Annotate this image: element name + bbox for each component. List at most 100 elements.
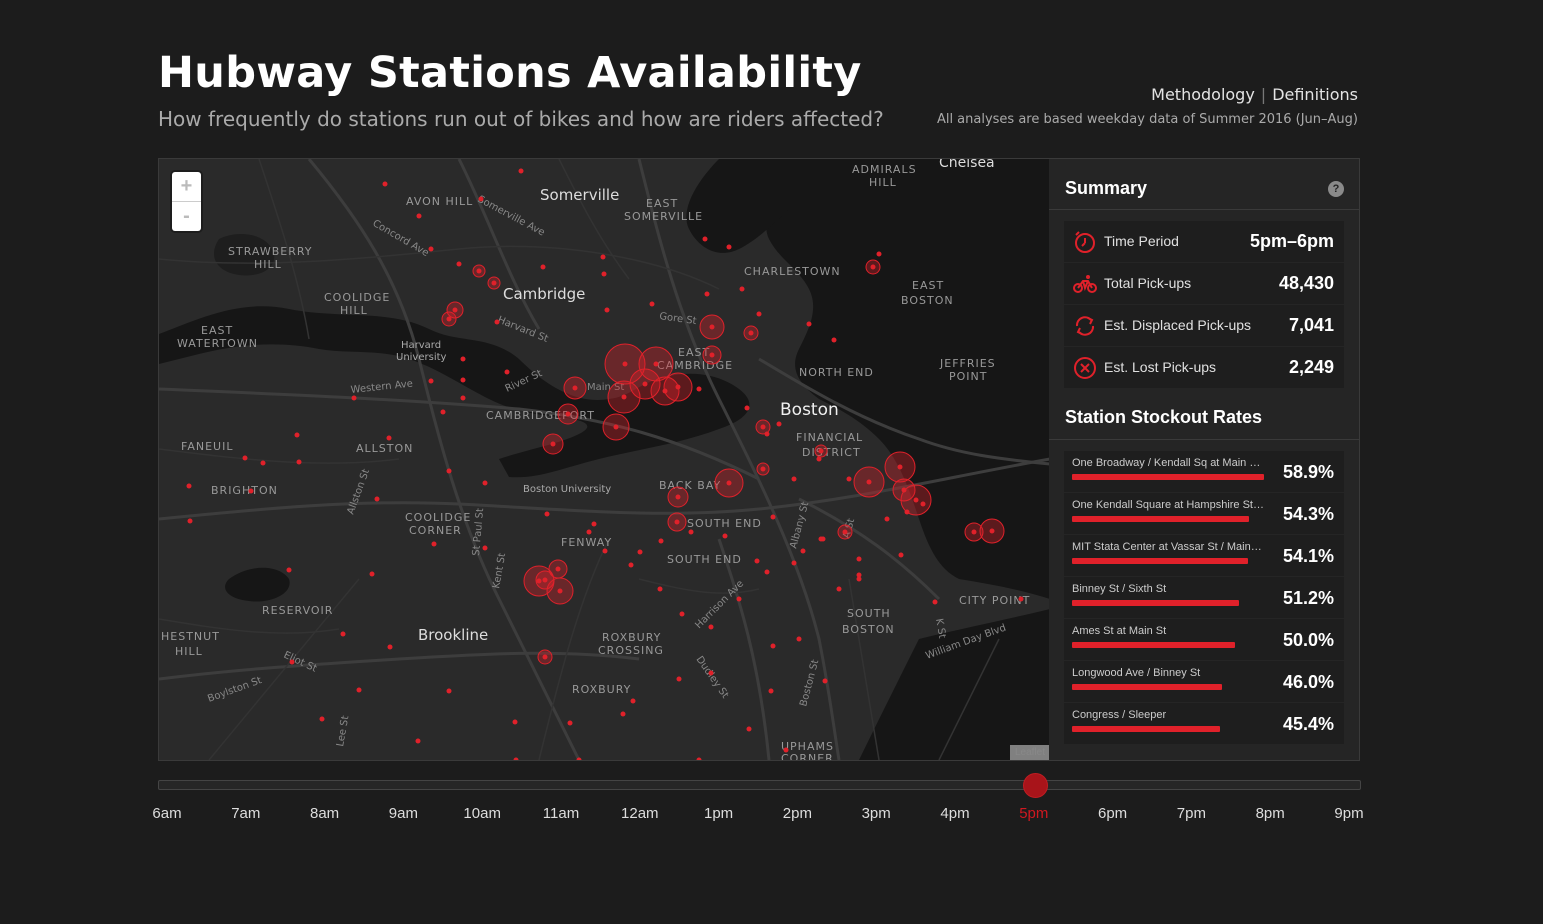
time-tick-1pm[interactable]: 1pm bbox=[704, 805, 734, 822]
station-dot[interactable] bbox=[386, 435, 392, 441]
stockout-row[interactable]: One Broadway / Kendall Sq at Main St / 3… bbox=[1064, 451, 1344, 492]
station-dot[interactable] bbox=[748, 330, 754, 336]
station-dot[interactable] bbox=[722, 533, 728, 539]
station-dot[interactable] bbox=[901, 487, 907, 493]
station-dot[interactable] bbox=[776, 421, 782, 427]
station-dot[interactable] bbox=[971, 529, 977, 535]
station-markers[interactable] bbox=[186, 168, 1024, 761]
station-dot[interactable] bbox=[904, 509, 910, 515]
station-dot[interactable] bbox=[289, 659, 295, 665]
station-dot[interactable] bbox=[820, 536, 826, 542]
station-dot[interactable] bbox=[920, 501, 926, 507]
station-dot[interactable] bbox=[898, 552, 904, 558]
station-dot[interactable] bbox=[369, 571, 375, 577]
station-dot[interactable] bbox=[674, 519, 680, 525]
map-attribution[interactable]: Leaflet bbox=[1009, 745, 1050, 760]
station-dot[interactable] bbox=[356, 687, 362, 693]
station-dot[interactable] bbox=[688, 529, 694, 535]
station-dot[interactable] bbox=[452, 307, 458, 313]
station-dot[interactable] bbox=[630, 698, 636, 704]
station-dot[interactable] bbox=[1018, 596, 1024, 602]
time-tick-8am[interactable]: 8am bbox=[310, 805, 340, 822]
stockout-row[interactable]: One Kendall Square at Hampshire St / Por… bbox=[1064, 493, 1344, 534]
time-tick-11am[interactable]: 11am bbox=[542, 805, 580, 822]
station-dot[interactable] bbox=[621, 394, 627, 400]
station-dot[interactable] bbox=[319, 716, 325, 722]
station-dot[interactable] bbox=[676, 676, 682, 682]
station-dot[interactable] bbox=[696, 757, 702, 761]
station-dot[interactable] bbox=[513, 757, 519, 761]
station-dot[interactable] bbox=[542, 577, 548, 583]
station-dot[interactable] bbox=[704, 291, 710, 297]
station-dot[interactable] bbox=[846, 476, 852, 482]
station-dot[interactable] bbox=[800, 548, 806, 554]
station-dot[interactable] bbox=[602, 548, 608, 554]
station-dot[interactable] bbox=[760, 466, 766, 472]
time-tick-5pm[interactable]: 5pm bbox=[1019, 805, 1049, 822]
time-tick-2pm[interactable]: 2pm bbox=[782, 805, 812, 822]
station-dot[interactable] bbox=[504, 369, 510, 375]
station-dot[interactable] bbox=[476, 268, 482, 274]
station-dot[interactable] bbox=[428, 378, 434, 384]
station-dot[interactable] bbox=[791, 560, 797, 566]
station-dot[interactable] bbox=[726, 244, 732, 250]
stockout-row[interactable]: Longwood Ave / Binney St 46.0% bbox=[1064, 661, 1344, 702]
station-dot[interactable] bbox=[286, 567, 292, 573]
station-dot[interactable] bbox=[374, 496, 380, 502]
station-dot[interactable] bbox=[816, 456, 822, 462]
time-slider-track[interactable] bbox=[158, 780, 1361, 790]
station-dot[interactable] bbox=[884, 516, 890, 522]
station-dot[interactable] bbox=[446, 688, 452, 694]
station-dot[interactable] bbox=[913, 497, 919, 503]
station-dot[interactable] bbox=[658, 538, 664, 544]
station-dot[interactable] bbox=[628, 562, 634, 568]
station-dot[interactable] bbox=[675, 494, 681, 500]
station-dot[interactable] bbox=[856, 572, 862, 578]
station-dot[interactable] bbox=[897, 464, 903, 470]
station-dot[interactable] bbox=[600, 254, 606, 260]
stockout-row[interactable]: Binney St / Sixth St 51.2% bbox=[1064, 577, 1344, 618]
station-dot[interactable] bbox=[822, 678, 828, 684]
station-dot[interactable] bbox=[783, 747, 789, 753]
time-tick-10am[interactable]: 10am bbox=[463, 805, 501, 822]
station-dot[interactable] bbox=[544, 511, 550, 517]
stockout-row[interactable]: Ames St at Main St 50.0% bbox=[1064, 619, 1344, 660]
station-dot[interactable] bbox=[576, 757, 582, 761]
station-dot[interactable] bbox=[382, 181, 388, 187]
station-dot[interactable] bbox=[601, 271, 607, 277]
station-dot[interactable] bbox=[856, 576, 862, 582]
station-dot[interactable] bbox=[572, 385, 578, 391]
station-dot[interactable] bbox=[989, 528, 995, 534]
station-dot[interactable] bbox=[555, 566, 561, 572]
definitions-link[interactable]: Definitions bbox=[1272, 85, 1358, 104]
time-tick-3pm[interactable]: 3pm bbox=[861, 805, 891, 822]
time-tick-7pm[interactable]: 7pm bbox=[1176, 805, 1206, 822]
station-dot[interactable] bbox=[770, 514, 776, 520]
station-dot[interactable] bbox=[932, 599, 938, 605]
station-dot[interactable] bbox=[746, 726, 752, 732]
station-dot[interactable] bbox=[591, 521, 597, 527]
station-dot[interactable] bbox=[518, 168, 524, 174]
station-dot[interactable] bbox=[796, 636, 802, 642]
time-tick-6am[interactable]: 6am bbox=[152, 805, 182, 822]
stockout-row[interactable]: MIT Stata Center at Vassar St / Main St 5… bbox=[1064, 535, 1344, 576]
station-dot[interactable] bbox=[622, 361, 628, 367]
station-dot[interactable] bbox=[542, 654, 548, 660]
station-dot[interactable] bbox=[818, 448, 824, 454]
station-dot[interactable] bbox=[296, 459, 302, 465]
station-dot[interactable] bbox=[754, 558, 760, 564]
time-tick-8pm[interactable]: 8pm bbox=[1255, 805, 1285, 822]
station-dot[interactable] bbox=[494, 319, 500, 325]
station-dot[interactable] bbox=[248, 488, 254, 494]
station-dot[interactable] bbox=[416, 213, 422, 219]
station-dot[interactable] bbox=[428, 246, 434, 252]
station-dot[interactable] bbox=[709, 324, 715, 330]
station-dot[interactable] bbox=[856, 556, 862, 562]
station-dot[interactable] bbox=[242, 455, 248, 461]
methodology-link[interactable]: Methodology bbox=[1151, 85, 1255, 104]
help-icon[interactable]: ? bbox=[1328, 181, 1344, 197]
station-dot[interactable] bbox=[744, 405, 750, 411]
station-dot[interactable] bbox=[550, 441, 556, 447]
station-dot[interactable] bbox=[620, 711, 626, 717]
station-dot[interactable] bbox=[431, 541, 437, 547]
